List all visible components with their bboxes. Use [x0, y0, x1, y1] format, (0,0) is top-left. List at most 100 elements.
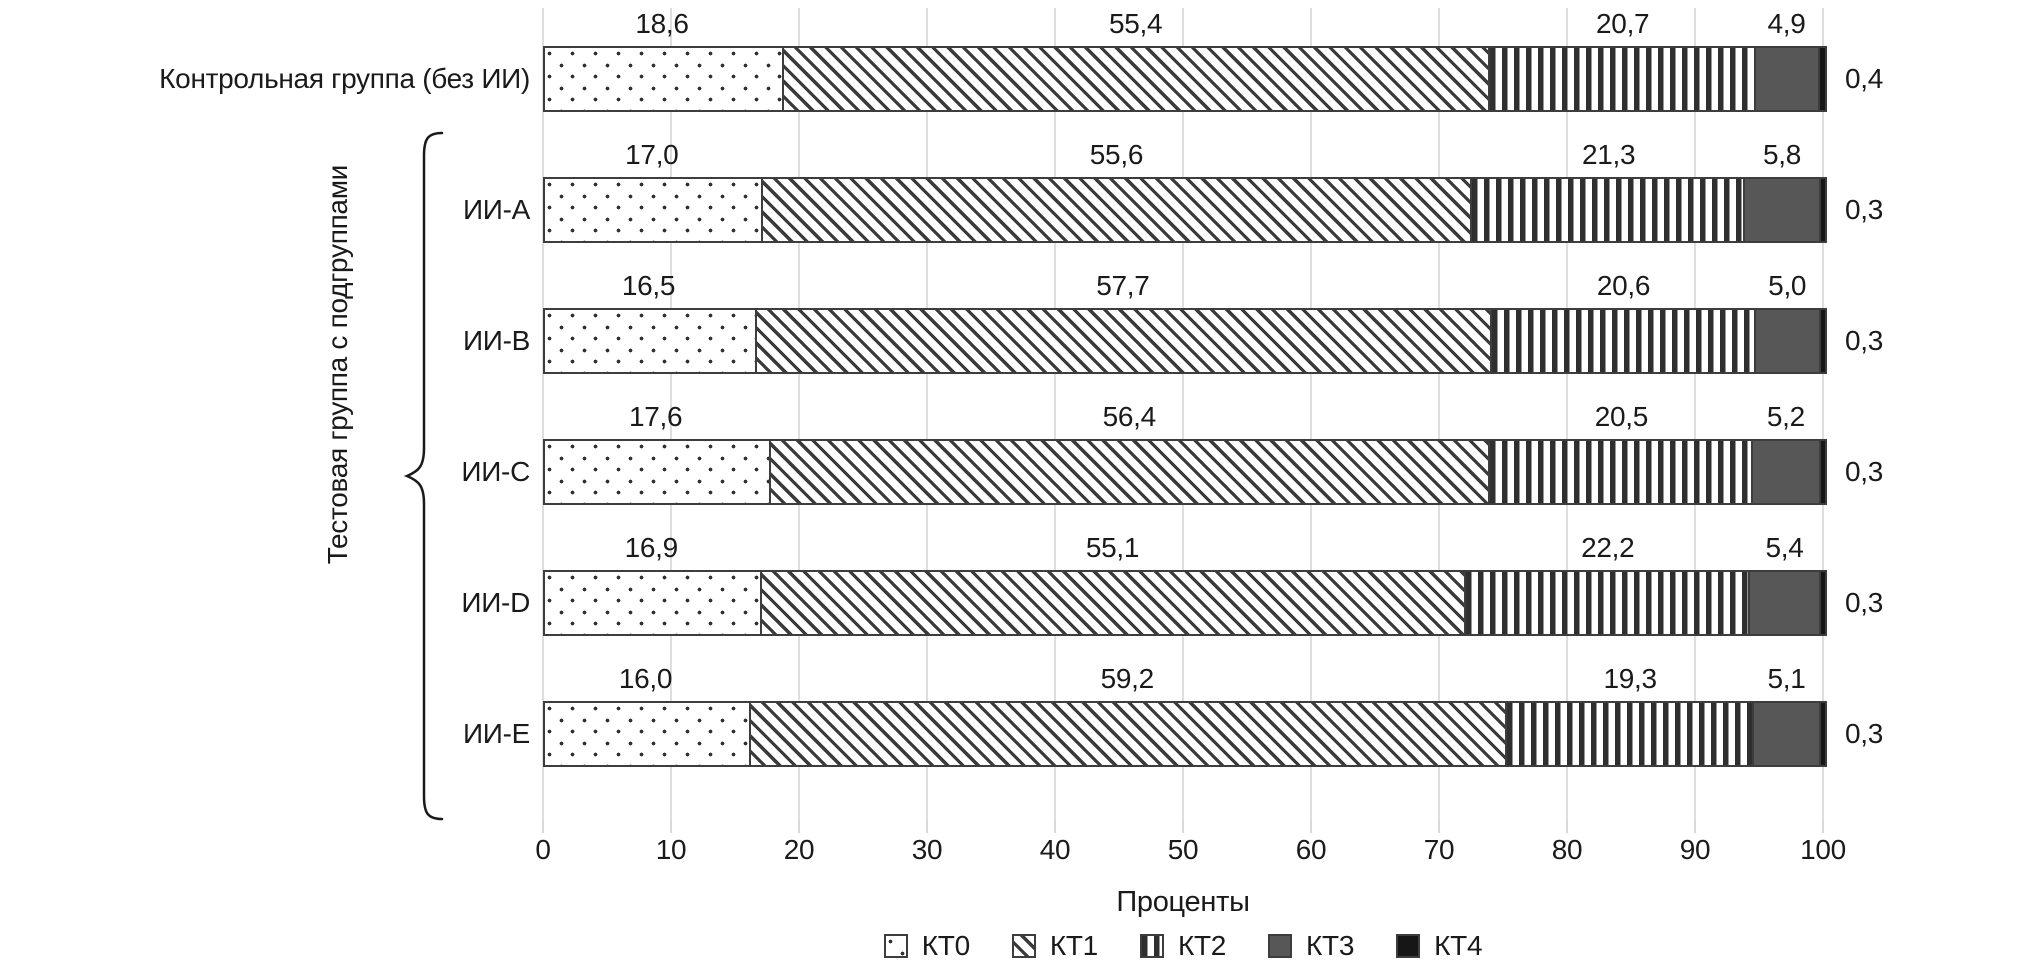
x-axis-tick	[798, 820, 800, 833]
bar-segment-кт4	[1817, 48, 1825, 110]
x-axis-tick	[1054, 820, 1056, 833]
x-axis-tick	[1310, 820, 1312, 833]
bar-segment-кт3	[1753, 48, 1818, 110]
legend-item: КТ4	[1396, 930, 1483, 962]
x-axis-tick	[1694, 820, 1696, 833]
x-tick-label: 30	[911, 834, 943, 865]
gridline	[1054, 8, 1056, 820]
value-label-outside: 0,3	[1845, 325, 1884, 356]
x-tick-label: 10	[655, 834, 687, 865]
category-label: Контрольная группа (без ИИ)	[159, 63, 530, 94]
value-label: 55,4	[1108, 8, 1163, 39]
value-label: 5,8	[1763, 139, 1802, 170]
gridline	[1694, 8, 1696, 820]
bar-segment-кт2	[1504, 703, 1753, 765]
bar-segment-кт1	[760, 572, 1464, 634]
x-axis-tick	[542, 820, 544, 833]
bar-segment-кт2	[1470, 179, 1744, 241]
gridline	[1822, 8, 1824, 820]
bar-segment-кт3	[1743, 179, 1820, 241]
x-axis-tick	[926, 820, 928, 833]
value-label: 5,1	[1767, 663, 1806, 694]
x-axis-title: Проценты	[1116, 886, 1250, 918]
x-axis-tick	[1822, 820, 1824, 833]
bar-segment-кт0	[545, 572, 761, 634]
bar-segment-кт0	[545, 48, 782, 110]
stacked-bar	[543, 570, 1827, 636]
stacked-bar	[543, 46, 1827, 112]
legend-label: КТ2	[1177, 930, 1227, 961]
legend-item: КТ3	[1268, 930, 1354, 962]
bar-segment-кт3	[1751, 441, 1820, 503]
group-bracket	[403, 131, 444, 821]
bar-segment-кт0	[545, 310, 755, 372]
gridline	[1182, 8, 1184, 820]
value-label: 19,3	[1603, 663, 1658, 694]
gridline	[542, 8, 544, 820]
gridline	[670, 8, 672, 820]
stacked-bar	[543, 701, 1827, 767]
x-tick-label: 50	[1167, 834, 1199, 865]
legend-swatch-кт2	[1139, 934, 1164, 958]
legend-label: КТ1	[1049, 930, 1098, 961]
stacked-bar	[543, 308, 1827, 374]
gridline	[1310, 8, 1312, 820]
value-label: 20,7	[1596, 8, 1650, 39]
x-axis-tick	[1566, 820, 1568, 833]
bar-segment-кт2	[1488, 48, 1754, 110]
value-label: 5,4	[1765, 532, 1804, 563]
category-label: ИИ-D	[461, 587, 530, 618]
gridline	[1566, 8, 1568, 820]
bar-segment-кт4	[1819, 572, 1825, 634]
x-axis-tick	[1438, 820, 1440, 833]
gridline	[926, 8, 928, 820]
bar-segment-кт2	[1488, 441, 1752, 503]
value-label: 55,6	[1089, 139, 1144, 170]
value-label: 56,4	[1102, 401, 1157, 432]
bar-segment-кт4	[1819, 703, 1825, 765]
bar-segment-кт3	[1753, 310, 1820, 372]
bar-segment-кт3	[1752, 703, 1820, 765]
x-tick-label: 40	[1039, 834, 1071, 865]
x-tick-label: 80	[1551, 834, 1583, 865]
value-label: 16,5	[621, 270, 676, 301]
value-label: 20,5	[1594, 401, 1649, 432]
value-label: 17,0	[625, 139, 679, 170]
value-label-outside: 0,3	[1845, 456, 1884, 487]
value-label: 57,7	[1096, 270, 1150, 301]
legend-item: КТ2	[1139, 930, 1227, 962]
gridline	[798, 8, 800, 820]
value-label-outside: 0,3	[1845, 194, 1884, 225]
legend: КТ0 КТ1 КТ2 КТ3 КТ4	[543, 930, 1823, 962]
legend-swatch-кт3	[1268, 934, 1293, 958]
value-label-outside: 0,4	[1845, 63, 1884, 94]
x-tick-label: 90	[1679, 834, 1711, 865]
gridline	[1438, 8, 1440, 820]
bar-segment-кт2	[1489, 310, 1754, 372]
legend-swatch-кт0	[883, 934, 908, 958]
stacked-bar	[543, 177, 1827, 243]
value-label: 5,0	[1768, 270, 1807, 301]
bar-segment-кт1	[761, 179, 1471, 241]
value-label: 16,9	[624, 532, 679, 563]
bar-segment-кт4	[1819, 441, 1825, 503]
bar-segment-кт1	[754, 310, 1490, 372]
category-label: ИИ-A	[462, 194, 530, 225]
value-label-outside: 0,3	[1845, 718, 1884, 749]
value-label: 18,6	[635, 8, 689, 39]
legend-label: КТ0	[921, 930, 970, 961]
legend-swatch-кт1	[1011, 934, 1036, 958]
value-label-outside: 0,3	[1845, 587, 1884, 618]
x-tick-label: 70	[1423, 834, 1455, 865]
legend-swatch-кт4	[1396, 934, 1421, 958]
value-label: 5,2	[1766, 401, 1805, 432]
value-label: 20,6	[1596, 270, 1651, 301]
stacked-bar	[543, 439, 1827, 505]
bar-segment-кт0	[545, 703, 749, 765]
bar-segment-кт1	[748, 703, 1505, 765]
x-axis-tick	[1182, 820, 1184, 833]
value-label: 21,3	[1581, 139, 1636, 170]
legend-label: КТ3	[1306, 930, 1355, 961]
x-tick-label: 60	[1295, 834, 1327, 865]
bar-segment-кт4	[1819, 310, 1825, 372]
